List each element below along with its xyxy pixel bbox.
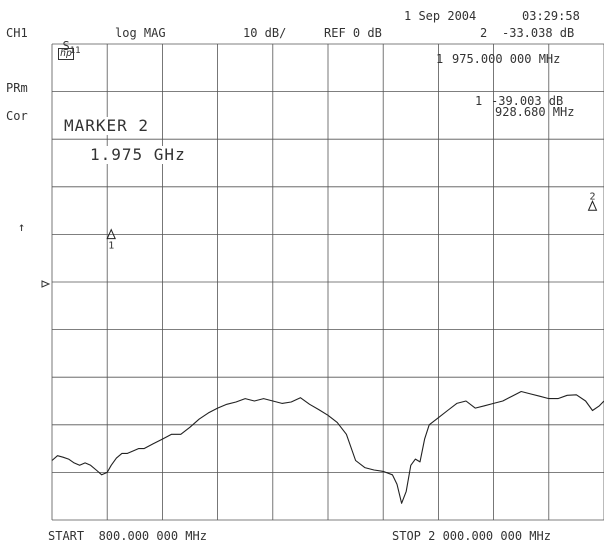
parameter-subscript: 11 <box>69 46 81 56</box>
parameter-label: S11 <box>48 27 81 57</box>
trace-line <box>51 390 604 504</box>
trace-layer <box>51 390 604 504</box>
stop-frequency-label: STOP 2 000.000 000 MHz <box>392 529 551 543</box>
marker-2-triangle <box>587 200 598 211</box>
start-frequency-label: START 800.000 000 MHz <box>48 529 207 543</box>
marker1-index: 1 <box>436 52 444 66</box>
date-label: 1 Sep 2004 <box>404 9 477 23</box>
cor-label: Cor <box>6 109 28 123</box>
reference-position-icon <box>41 280 51 288</box>
channel-label: CH1 <box>6 26 28 40</box>
format-label: log MAG <box>115 26 166 40</box>
time-label: 03:29:58 <box>522 9 580 23</box>
prm-label: PRm <box>6 81 28 95</box>
marker-annotation-value: 1.975 GHz <box>90 145 186 164</box>
delta-marker-value: -39.003 dB <box>491 94 564 108</box>
delta-marker-frequency: 928.680 MHz <box>495 105 575 119</box>
scale-label: 10 dB/ <box>243 26 287 40</box>
marker2-index: 2 <box>480 26 488 40</box>
marker2-value: -33.038 dB <box>502 26 575 40</box>
parameter-name: S <box>62 39 70 53</box>
scale-up-arrow-icon: ↑ <box>18 220 26 234</box>
marker1-frequency: 975.000 000 MHz <box>452 52 561 66</box>
marker-annotation-title: MARKER 2 <box>64 116 150 135</box>
marker-layer: 12 <box>106 191 598 252</box>
marker-1-triangle <box>106 228 116 240</box>
marker-2-label: 2 <box>590 191 596 202</box>
delta-marker-index: 1 <box>475 94 483 108</box>
marker-1-label: 1 <box>108 241 114 252</box>
hp-box-label: hp <box>58 48 75 60</box>
reference-label: REF 0 dB <box>324 26 382 40</box>
